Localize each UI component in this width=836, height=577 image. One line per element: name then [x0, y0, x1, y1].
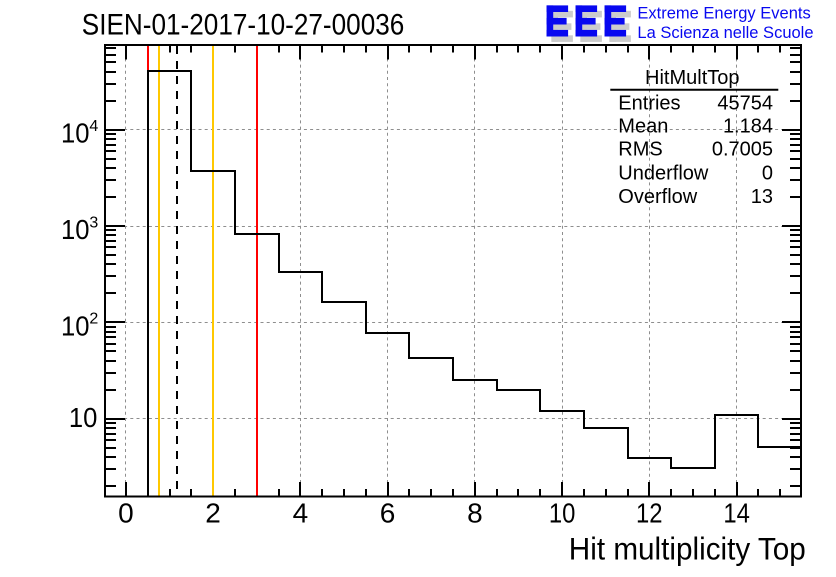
svg-text:10: 10 [549, 498, 576, 529]
svg-text:Overflow: Overflow [618, 186, 697, 208]
svg-text:45754: 45754 [717, 92, 773, 114]
svg-text:1.184: 1.184 [723, 116, 773, 138]
svg-text:10: 10 [61, 118, 90, 149]
svg-text:0: 0 [762, 163, 773, 185]
svg-text:10: 10 [69, 402, 98, 433]
svg-text:0: 0 [118, 498, 134, 529]
svg-text:Extreme Energy Events: Extreme Energy Events [637, 4, 810, 22]
svg-text:14: 14 [723, 498, 750, 529]
svg-text:6: 6 [380, 498, 396, 529]
svg-text:13: 13 [751, 186, 773, 208]
svg-text:RMS: RMS [618, 139, 662, 161]
svg-text:12: 12 [636, 498, 663, 529]
svg-text:La Scienza nelle Scuole: La Scienza nelle Scuole [637, 24, 813, 42]
svg-text:3: 3 [89, 214, 98, 231]
svg-text:HitMultTop: HitMultTop [645, 67, 739, 89]
svg-text:SIEN-01-2017-10-27-00036: SIEN-01-2017-10-27-00036 [82, 9, 405, 42]
svg-text:Hit multiplicity Top: Hit multiplicity Top [569, 530, 806, 566]
svg-text:10: 10 [61, 310, 90, 341]
svg-text:4: 4 [89, 118, 98, 135]
svg-text:2: 2 [89, 311, 98, 328]
svg-text:4: 4 [293, 498, 309, 529]
svg-text:10: 10 [61, 214, 90, 245]
svg-text:Entries: Entries [618, 92, 680, 114]
svg-text:Underflow: Underflow [618, 163, 709, 185]
svg-text:Mean: Mean [618, 116, 668, 138]
svg-text:0.7005: 0.7005 [712, 139, 773, 161]
svg-text:8: 8 [467, 498, 483, 529]
svg-text:2: 2 [205, 498, 221, 529]
